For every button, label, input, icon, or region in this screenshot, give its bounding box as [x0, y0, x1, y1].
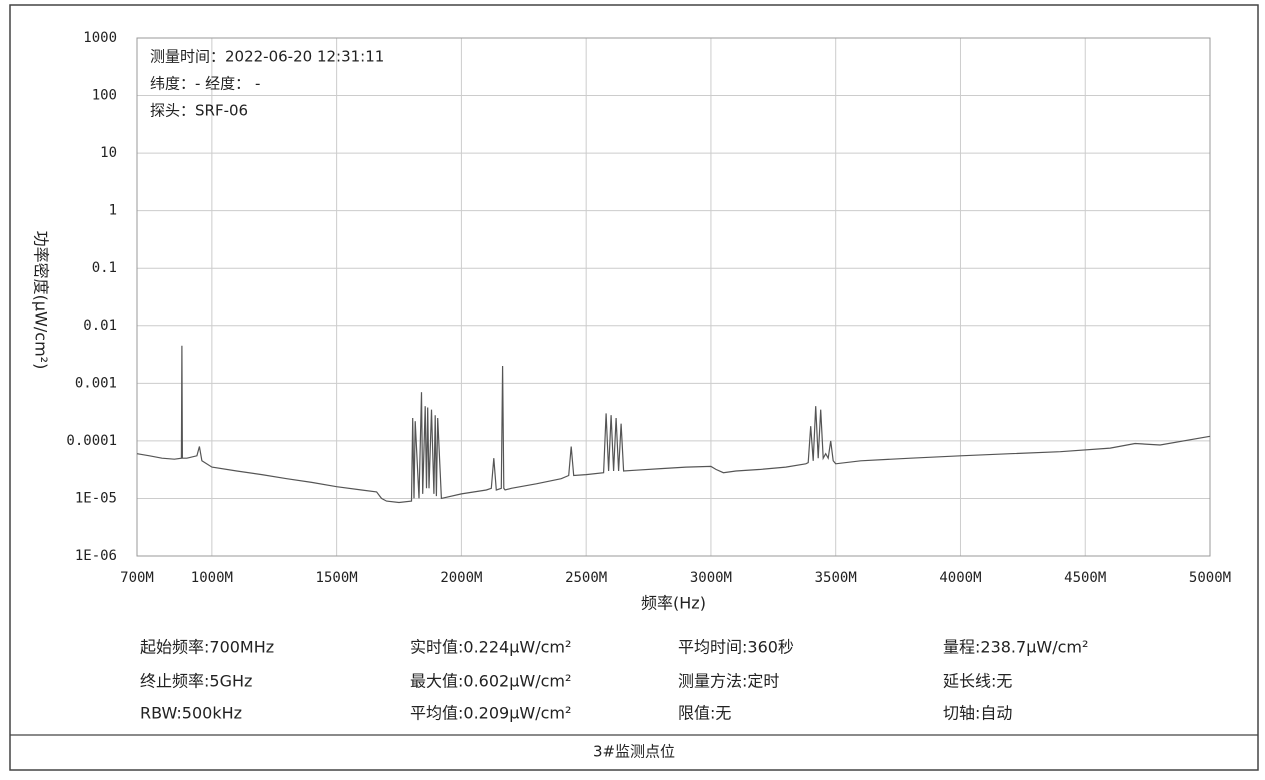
annotation: 测量时间：2022-06-20 12:31:11 — [150, 48, 384, 66]
x-tick-label: 5000M — [1189, 570, 1231, 586]
info-item: 实时值:0.224μW/cm² — [410, 638, 571, 657]
y-tick-label: 0.0001 — [66, 433, 117, 449]
info-item: 限值:无 — [678, 704, 731, 723]
outer-border — [9, 4, 1259, 771]
annotation: 纬度：- 经度： - — [150, 75, 260, 93]
y-tick-label: 1000 — [83, 30, 117, 46]
x-tick-label: 4000M — [939, 570, 981, 586]
spectrum-line — [136, 345, 1211, 504]
annotation: 探头：SRF-06 — [150, 102, 248, 120]
y-tick-label: 100 — [92, 88, 117, 104]
info-item: 延长线:无 — [943, 672, 1012, 691]
info-item: 测量方法:定时 — [678, 672, 779, 691]
info-item: 平均时间:360秒 — [678, 638, 794, 657]
plot-frame — [136, 37, 1211, 557]
y-axis-label: 功率密度(μW/cm²) — [32, 231, 51, 370]
info-item: 平均值:0.209μW/cm² — [410, 704, 571, 723]
y-tick-label: 1 — [109, 203, 117, 219]
y-tick-label: 0.1 — [92, 260, 117, 276]
x-tick-label: 1000M — [191, 570, 233, 586]
x-axis-label: 频率(Hz) — [641, 594, 706, 613]
info-item: 切轴:自动 — [943, 704, 1012, 723]
info-item: 终止频率:5GHz — [140, 672, 252, 691]
x-tick-label: 3500M — [815, 570, 857, 586]
y-tick-label: 0.01 — [83, 318, 117, 334]
footer-title: 3#监测点位 — [593, 743, 675, 761]
x-tick-label: 2000M — [440, 570, 482, 586]
x-tick-label: 1500M — [316, 570, 358, 586]
y-tick-label: 10 — [100, 145, 117, 161]
x-tick-label: 700M — [120, 570, 154, 586]
info-item: RBW:500kHz — [140, 704, 242, 723]
info-item: 量程:238.7μW/cm² — [943, 638, 1088, 657]
x-tick-label: 2500M — [565, 570, 607, 586]
y-tick-label: 1E-06 — [75, 548, 117, 564]
x-tick-label: 4500M — [1064, 570, 1106, 586]
x-tick-label: 3000M — [690, 570, 732, 586]
y-tick-label: 1E-05 — [75, 490, 117, 506]
info-item: 最大值:0.602μW/cm² — [410, 672, 571, 691]
info-item: 起始频率:700MHz — [140, 638, 274, 657]
y-tick-label: 0.001 — [75, 375, 117, 391]
